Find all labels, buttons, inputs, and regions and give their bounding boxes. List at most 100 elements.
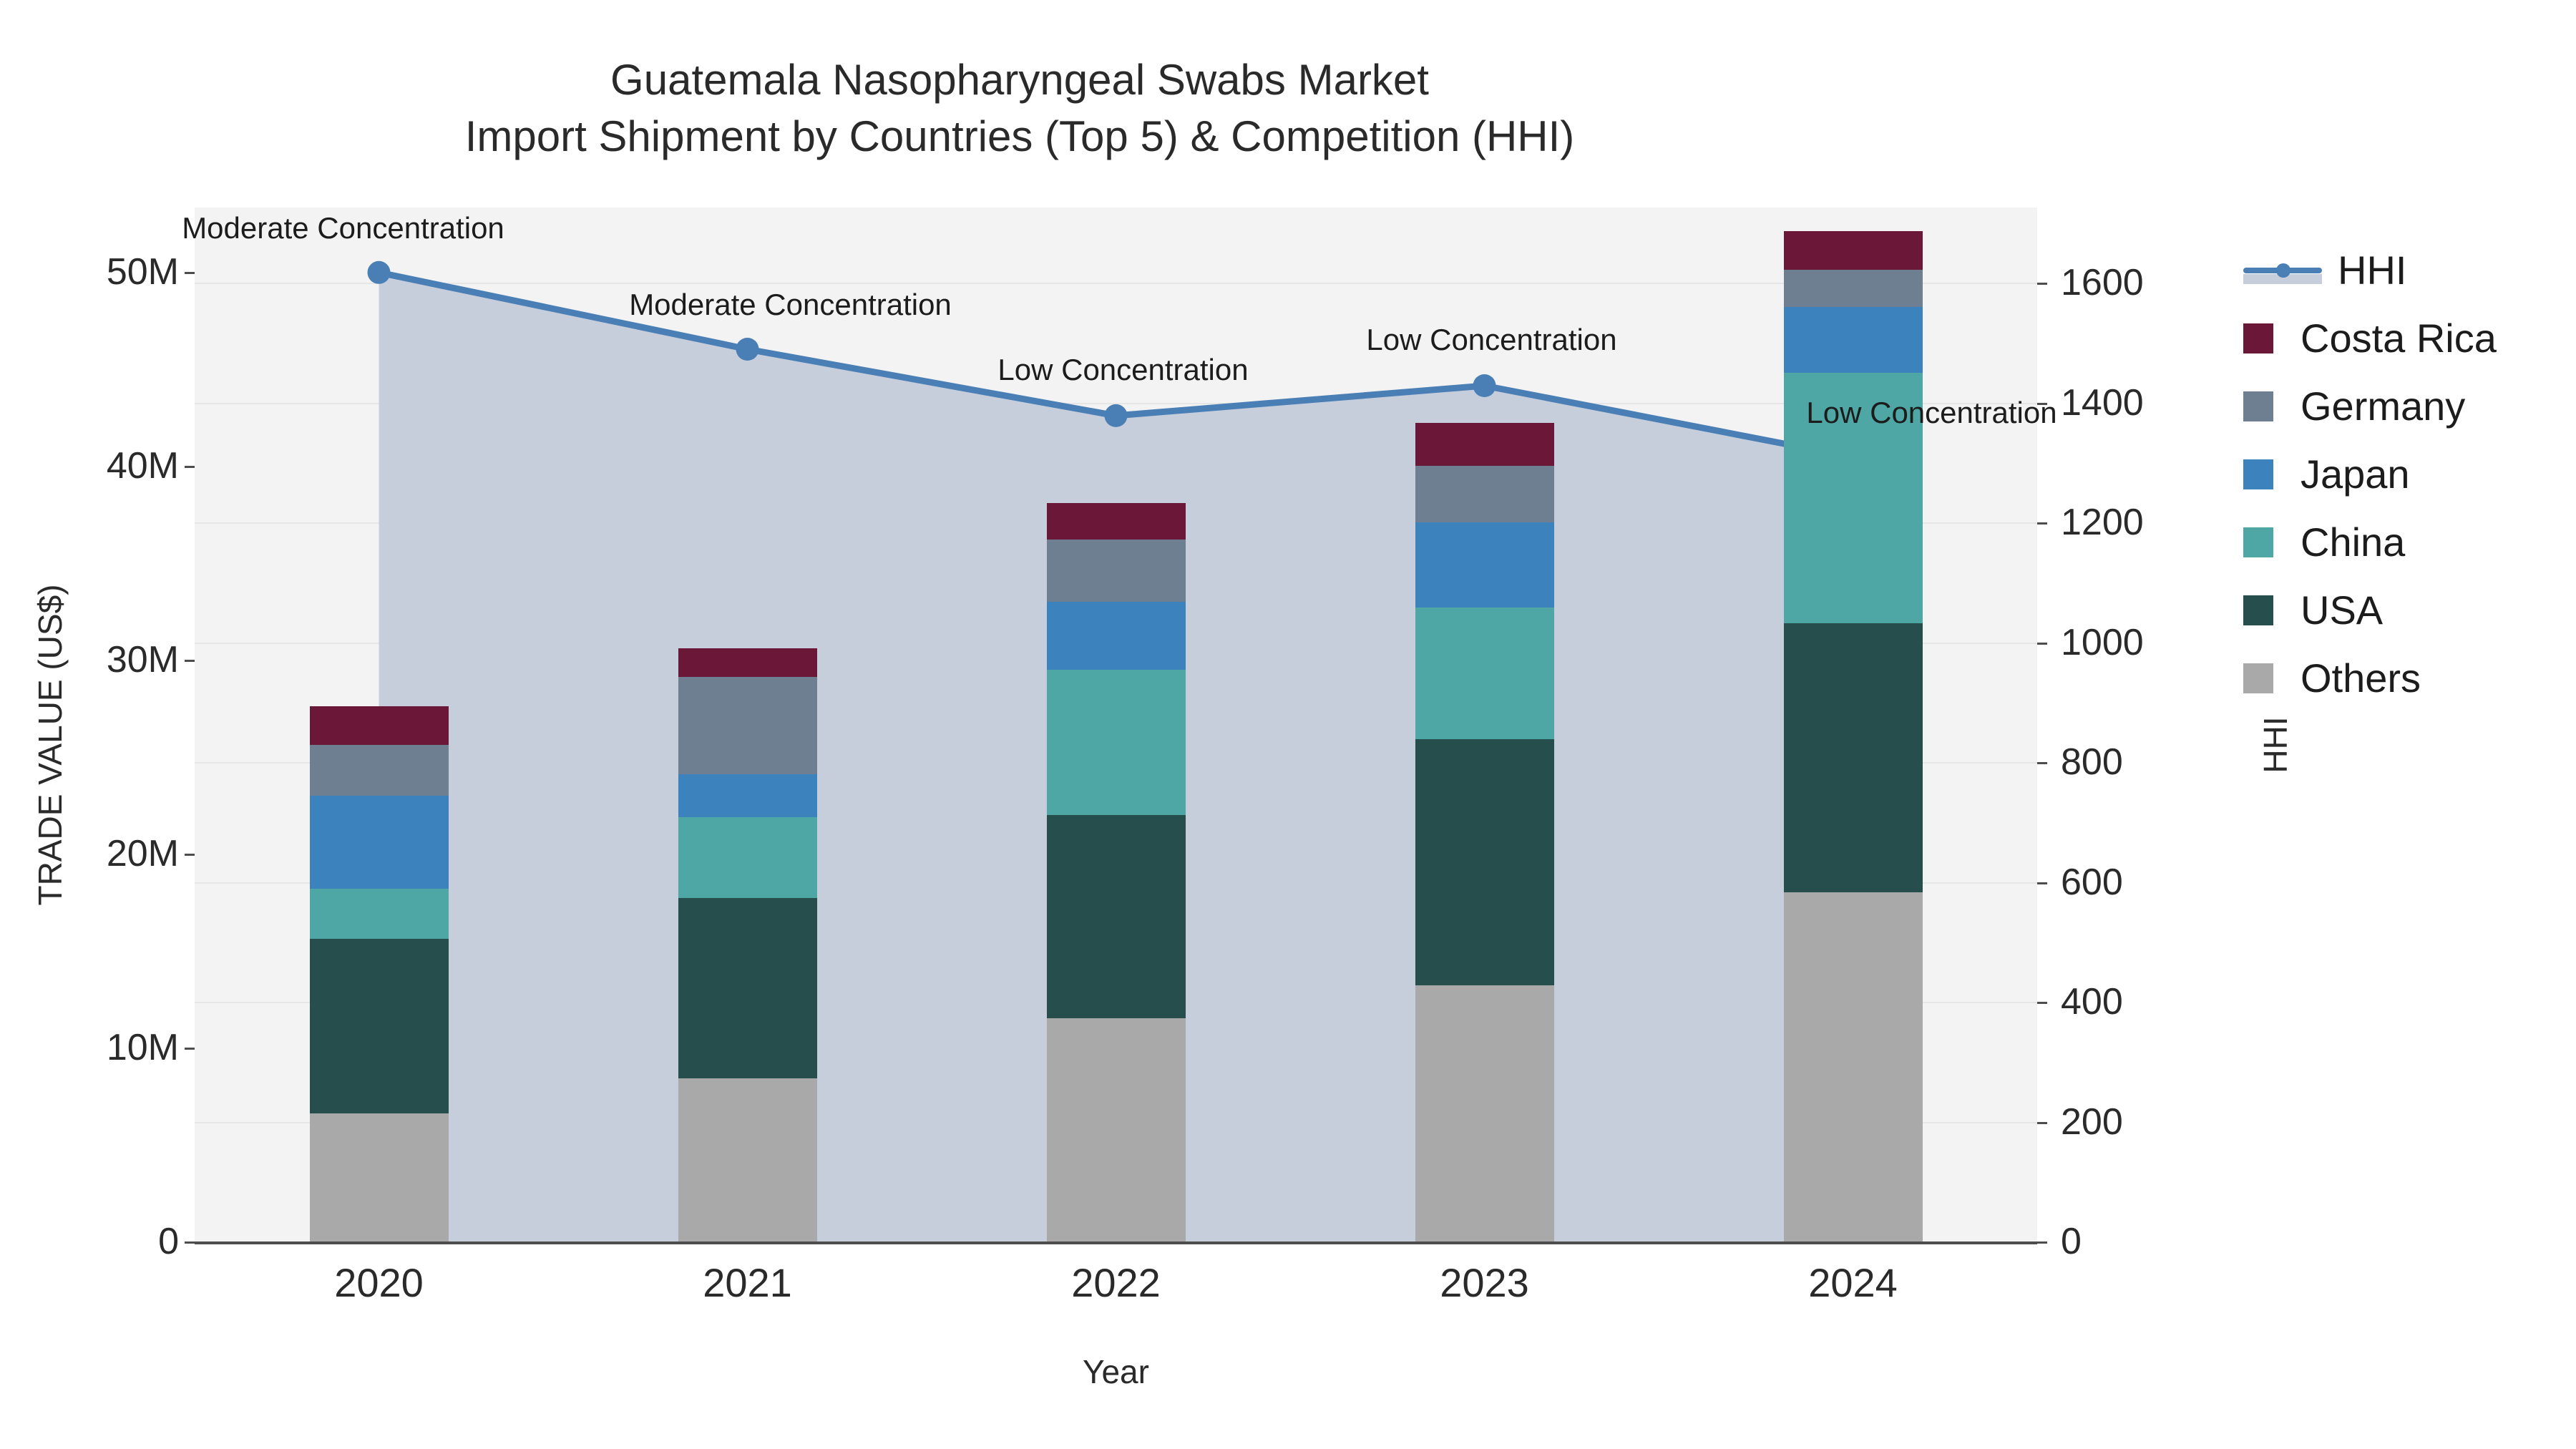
y-axis-right-tick-label: 200 — [2061, 1101, 2123, 1143]
y-axis-left-tick-label: 40M — [106, 445, 179, 487]
bar-segment[interactable] — [1415, 985, 1554, 1241]
y-axis-right-tick-mark — [2037, 522, 2047, 525]
bar-segment[interactable] — [1783, 372, 1923, 623]
y-axis-right-tick-label: 0 — [2061, 1221, 2082, 1262]
concentration-annotation: Low Concentration — [1366, 323, 1617, 357]
legend-item-hhi[interactable]: HHI — [2243, 236, 2497, 304]
y-axis-left-tick-mark — [185, 660, 195, 662]
gridline — [195, 402, 2037, 404]
legend-item-label: Germany — [2301, 384, 2466, 429]
legend-line-marker-icon — [2243, 255, 2322, 286]
bar-segment[interactable] — [1783, 623, 1923, 893]
bar-segment[interactable] — [678, 816, 817, 899]
y-axis-right-tick-mark — [2037, 642, 2047, 645]
legend-color-swatch — [2243, 595, 2273, 625]
hhi-marker[interactable] — [1104, 404, 1128, 427]
x-axis-tick-label: 2022 — [1071, 1260, 1161, 1305]
legend-item-costa-rica[interactable]: Costa Rica — [2243, 304, 2497, 372]
bar-segment[interactable] — [309, 1113, 449, 1241]
bar-segment[interactable] — [678, 677, 817, 774]
bar-segment[interactable] — [1046, 1018, 1186, 1241]
bar-segment[interactable] — [309, 745, 449, 796]
legend-item-others[interactable]: Others — [2243, 644, 2497, 712]
y-axis-right-tick-label: 1600 — [2061, 262, 2144, 303]
x-axis-tick-label: 2024 — [1808, 1260, 1898, 1305]
bar-group[interactable] — [309, 706, 449, 1241]
y-axis-right-tick-label: 800 — [2061, 741, 2123, 783]
bar-segment[interactable] — [1046, 669, 1186, 815]
bar-segment[interactable] — [1046, 601, 1186, 670]
concentration-annotation: Moderate Concentration — [182, 210, 504, 245]
bar-segment[interactable] — [309, 888, 449, 940]
bar-segment[interactable] — [1415, 423, 1554, 466]
bar-segment[interactable] — [678, 1078, 817, 1241]
y-axis-right-tick-label: 600 — [2061, 861, 2123, 903]
concentration-annotation: Low Concentration — [1806, 395, 2057, 429]
legend-item-germany[interactable]: Germany — [2243, 372, 2497, 440]
bar-segment[interactable] — [1415, 466, 1554, 522]
hhi-marker[interactable] — [1473, 374, 1496, 397]
y-axis-right-tick-mark — [2037, 1002, 2047, 1004]
bar-segment[interactable] — [678, 898, 817, 1079]
legend-item-usa[interactable]: USA — [2243, 576, 2497, 644]
y-axis-left-tick-label: 30M — [106, 639, 179, 680]
bar-segment[interactable] — [309, 939, 449, 1114]
legend-item-china[interactable]: China — [2243, 508, 2497, 576]
y-axis-right-tick-label: 1000 — [2061, 621, 2144, 663]
x-axis-tick-label: 2020 — [334, 1260, 424, 1305]
legend-dot-icon — [2276, 263, 2290, 278]
legend-item-japan[interactable]: Japan — [2243, 440, 2497, 508]
y-axis-left-tick-mark — [185, 854, 195, 856]
y-axis-left-tick-mark — [185, 1048, 195, 1050]
bar-segment[interactable] — [309, 706, 449, 746]
chart-title-line-2: Import Shipment by Countries (Top 5) & C… — [464, 112, 1575, 161]
x-axis-line — [195, 1241, 2037, 1244]
concentration-annotation: Moderate Concentration — [629, 287, 952, 321]
y-axis-right-tick-mark — [2037, 882, 2047, 884]
bar-series — [195, 208, 2037, 1244]
bar-segment[interactable] — [1783, 270, 1923, 307]
bar-segment[interactable] — [1415, 522, 1554, 608]
bar-segment[interactable] — [678, 774, 817, 817]
y-axis-left-tick-label: 50M — [106, 251, 179, 293]
chart-title: Guatemala Nasopharyngeal Swabs Market Im… — [0, 52, 2039, 165]
y-axis-right-tick-mark — [2037, 1121, 2047, 1124]
legend-area-swatch — [2243, 273, 2322, 284]
y-axis-right-tick-mark — [2037, 1241, 2047, 1244]
bar-group[interactable] — [1415, 423, 1554, 1241]
y-axis-left-tick-mark — [185, 272, 195, 274]
y-axis-left-tick-mark — [185, 466, 195, 468]
legend-color-swatch — [2243, 323, 2273, 353]
y-axis-left-tick-label: 0 — [158, 1221, 179, 1262]
x-axis-tick-label: 2023 — [1440, 1260, 1529, 1305]
bar-segment[interactable] — [309, 795, 449, 889]
bar-segment[interactable] — [1783, 231, 1923, 270]
bar-segment[interactable] — [1046, 814, 1186, 1019]
bar-segment[interactable] — [1415, 739, 1554, 986]
bar-group[interactable] — [678, 648, 817, 1241]
bar-segment[interactable] — [1046, 502, 1186, 540]
legend-item-label: Others — [2301, 655, 2421, 701]
y-axis-right-tick-mark — [2037, 283, 2047, 285]
legend-item-label: USA — [2301, 587, 2384, 633]
bar-segment[interactable] — [1046, 539, 1186, 602]
y-axis-right-tick-label: 400 — [2061, 981, 2123, 1023]
bar-group[interactable] — [1046, 502, 1186, 1241]
hhi-marker[interactable] — [736, 338, 759, 361]
x-axis-tick-label: 2021 — [703, 1260, 792, 1305]
hhi-marker[interactable] — [367, 260, 391, 284]
bar-segment[interactable] — [678, 648, 817, 678]
bar-segment[interactable] — [1783, 892, 1923, 1241]
bar-segment[interactable] — [1415, 607, 1554, 740]
concentration-annotation: Low Concentration — [997, 352, 1249, 386]
legend-item-label: China — [2301, 519, 2406, 565]
bar-group[interactable] — [1783, 231, 1923, 1241]
y-axis-right-tick-mark — [2037, 762, 2047, 764]
chart-legend: HHI Costa Rica Germany Japan China USA Others — [2243, 236, 2497, 712]
legend-color-swatch — [2243, 663, 2273, 693]
gridline — [195, 283, 2037, 284]
bar-segment[interactable] — [1783, 306, 1923, 373]
y-axis-left-tick-mark — [185, 1241, 195, 1244]
y-axis-right-tick-label: 1400 — [2061, 381, 2144, 424]
